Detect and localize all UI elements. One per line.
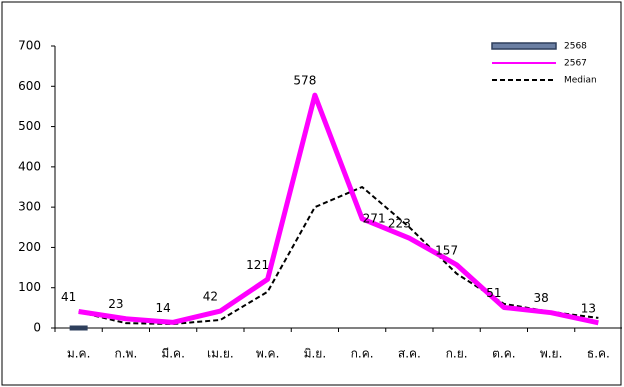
x-tick-label: พ.ย. [540, 347, 563, 361]
y-tick-label: 300 [18, 200, 41, 214]
x-tick-label: มี.ค. [161, 347, 185, 361]
x-tick-label: ธ.ค. [587, 347, 610, 361]
y-tick-label: 600 [18, 79, 41, 93]
data-label: 51 [486, 286, 501, 300]
data-label: 38 [533, 291, 548, 305]
y-tick-label: 700 [18, 39, 41, 53]
data-label: 41 [61, 290, 76, 304]
data-label: 271 [363, 211, 386, 225]
x-tick-label: ก.ย. [446, 347, 468, 361]
legend-swatch [491, 42, 557, 50]
y-tick-label: 400 [18, 159, 41, 173]
data-label: 157 [435, 243, 458, 257]
x-tick-label: พ.ค. [256, 347, 280, 361]
y-tick-label: 0 [33, 321, 41, 335]
data-label: 42 [203, 290, 218, 304]
x-tick-label: ส.ค. [398, 347, 421, 361]
series-line [78, 92, 599, 326]
x-tick-label: ก.ค. [351, 347, 374, 361]
legend-label: Median [564, 76, 597, 86]
y-tick-label: 100 [18, 280, 41, 294]
data-label: 13 [581, 301, 596, 315]
x-tick-label: เม.ย. [207, 347, 234, 361]
x-tick-label: ม.ค. [67, 347, 91, 361]
data-label: 23 [108, 297, 123, 311]
legend-label: 2567 [564, 59, 587, 69]
x-tick-label: มิ.ย. [304, 347, 327, 361]
y-tick-label: 500 [18, 119, 41, 133]
series-line [78, 186, 599, 325]
y-tick-label: 200 [18, 240, 41, 254]
data-label: 223 [388, 217, 411, 231]
data-label: 14 [155, 301, 170, 315]
data-label: 578 [293, 74, 316, 88]
legend-label: 2568 [564, 42, 587, 52]
data-label: 121 [246, 258, 269, 272]
x-tick-label: ต.ค. [492, 347, 515, 361]
x-tick-label: ก.พ. [114, 347, 137, 361]
